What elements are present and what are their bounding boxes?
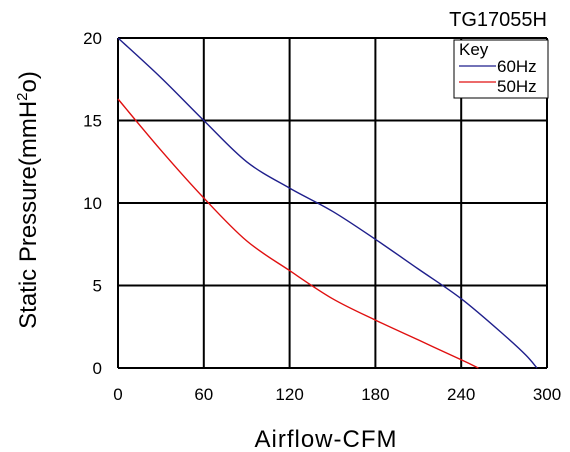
legend-box [453, 39, 549, 99]
x-tick-label-5: 300 [533, 385, 561, 404]
chart-title: TG17055H [449, 9, 547, 31]
y-tick-label-1: 5 [93, 277, 102, 296]
x-tick-label-2: 120 [275, 385, 303, 404]
x-tick-label-4: 240 [447, 385, 475, 404]
y-axis-label-end: o) [15, 71, 42, 92]
x-tick-label-0: 0 [113, 385, 122, 404]
legend-label-60hz: 60Hz [497, 57, 537, 76]
x-tick-labels: 0 60 120 180 240 300 [113, 385, 561, 404]
legend: Key 60Hz 50Hz [453, 39, 549, 99]
x-tick-label-1: 60 [194, 385, 213, 404]
legend-label-50hz: 50Hz [497, 77, 537, 96]
y-tick-label-4: 20 [83, 29, 102, 48]
y-axis-label-main: Static Pressure(mmH [15, 101, 42, 329]
x-axis-label: Airflow-CFM [255, 426, 398, 452]
legend-title: Key [459, 40, 489, 59]
y-tick-label-3: 15 [83, 112, 102, 131]
y-axis-label-superscript: 2 [14, 92, 31, 100]
y-tick-label-2: 10 [83, 194, 102, 213]
y-axis-label: Static Pressure(mmH2o) [14, 71, 42, 329]
series-line-50hz [117, 98, 479, 369]
x-tick-label-3: 180 [361, 385, 389, 404]
series-line-60hz [117, 37, 538, 369]
y-tick-label-0: 0 [93, 359, 102, 378]
y-tick-labels: 0 5 10 15 20 [83, 29, 102, 378]
series-lines [117, 37, 538, 369]
